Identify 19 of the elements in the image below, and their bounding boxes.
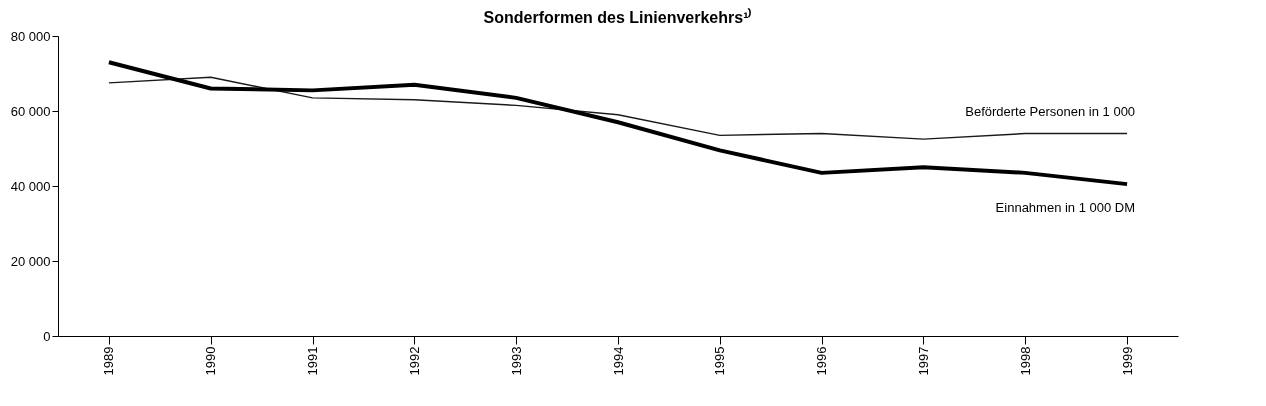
y-tick-label: 60 000 xyxy=(10,103,51,119)
x-tick-label: 1989 xyxy=(101,346,117,376)
y-tick-label: 20 000 xyxy=(10,253,51,269)
y-tick-label: 0 xyxy=(43,328,51,344)
series-label: Beförderte Personen in 1 000 xyxy=(965,103,1136,119)
y-tick-label: 40 000 xyxy=(10,178,51,194)
x-tick-label: 1993 xyxy=(508,346,524,376)
x-tick-label: 1995 xyxy=(712,346,728,376)
x-tick-label: 1991 xyxy=(305,346,321,376)
x-tick-label: 1996 xyxy=(814,346,830,376)
x-tick-label: 1998 xyxy=(1017,346,1033,376)
x-tick-label: 1990 xyxy=(203,346,219,376)
y-tick-label: 80 000 xyxy=(10,28,51,44)
x-tick-label: 1999 xyxy=(1119,346,1135,376)
x-tick-label: 1997 xyxy=(915,346,931,376)
chart-title: Sonderformen des Linienverkehrs¹⁾ xyxy=(483,8,753,26)
x-tick-label: 1994 xyxy=(610,346,626,376)
series-label: Einnahmen in 1 000 DM xyxy=(995,200,1136,216)
x-tick-label: 1992 xyxy=(406,346,422,376)
